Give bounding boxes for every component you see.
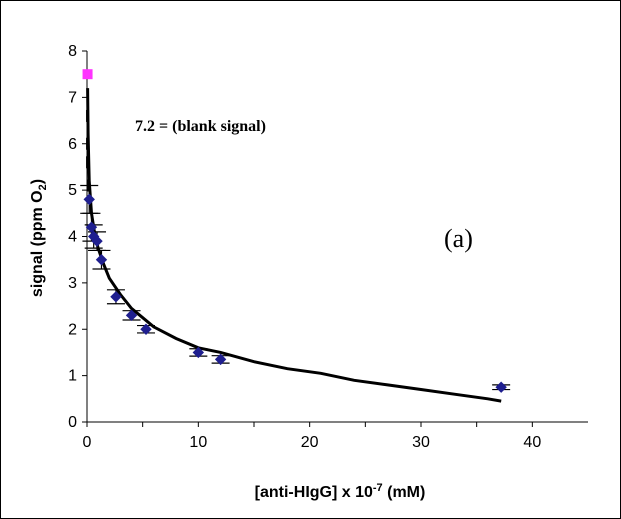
data-points — [82, 69, 507, 393]
data-point-diamond — [495, 381, 507, 393]
data-point-diamond — [140, 323, 152, 335]
y-tick-label: 0 — [68, 414, 77, 431]
x-axis-title: [anti-HIgG] x 10-7 (mM) — [255, 482, 426, 501]
y-axis-title-main: signal (ppm O — [29, 190, 46, 297]
y-axis-title-subscript: 2 — [37, 184, 49, 190]
y-axis-title-close: ) — [29, 179, 46, 184]
blank-signal-point — [82, 69, 93, 80]
data-point-diamond — [214, 353, 227, 366]
x-axis-title-exponent: -7 — [373, 482, 383, 494]
y-tick-label: 8 — [68, 43, 77, 60]
y-tick-label: 5 — [68, 182, 77, 199]
x-axis-title-main: [anti-HIgG] x 10 — [255, 484, 373, 501]
x-tick-label: 30 — [412, 434, 430, 451]
data-point-diamond — [125, 309, 138, 322]
panel-label: (a) — [444, 224, 473, 253]
y-tick-label: 4 — [68, 229, 77, 246]
x-axis-title-unit: (mM) — [383, 484, 426, 501]
data-point-diamond — [85, 221, 98, 233]
data-point-diamond — [95, 253, 108, 266]
data-point-diamond — [91, 235, 103, 247]
data-point-diamond — [192, 346, 205, 359]
blank-signal-annotation: 7.2 = (blank signal) — [135, 118, 266, 135]
x-tick-label: 0 — [83, 434, 92, 451]
y-tick-label: 2 — [68, 321, 77, 338]
y-tick-label: 7 — [68, 89, 77, 106]
axes — [82, 50, 588, 427]
y-axis-title: signal (ppm O2) — [29, 179, 49, 297]
tick-labels: 0 1 2 3 4 5 6 7 8 0 10 20 30 40 — [68, 43, 541, 451]
fit-curve — [86, 88, 502, 403]
y-tick-label: 3 — [68, 275, 77, 292]
x-tick-label: 40 — [523, 434, 541, 451]
x-tick-label: 10 — [189, 434, 207, 451]
data-point-diamond — [110, 291, 122, 303]
x-tick-label: 20 — [301, 434, 319, 451]
y-tick-label: 1 — [68, 368, 77, 385]
y-tick-label: 6 — [68, 136, 77, 153]
fit-curve-line — [86, 88, 502, 403]
data-point-diamond — [83, 193, 95, 206]
